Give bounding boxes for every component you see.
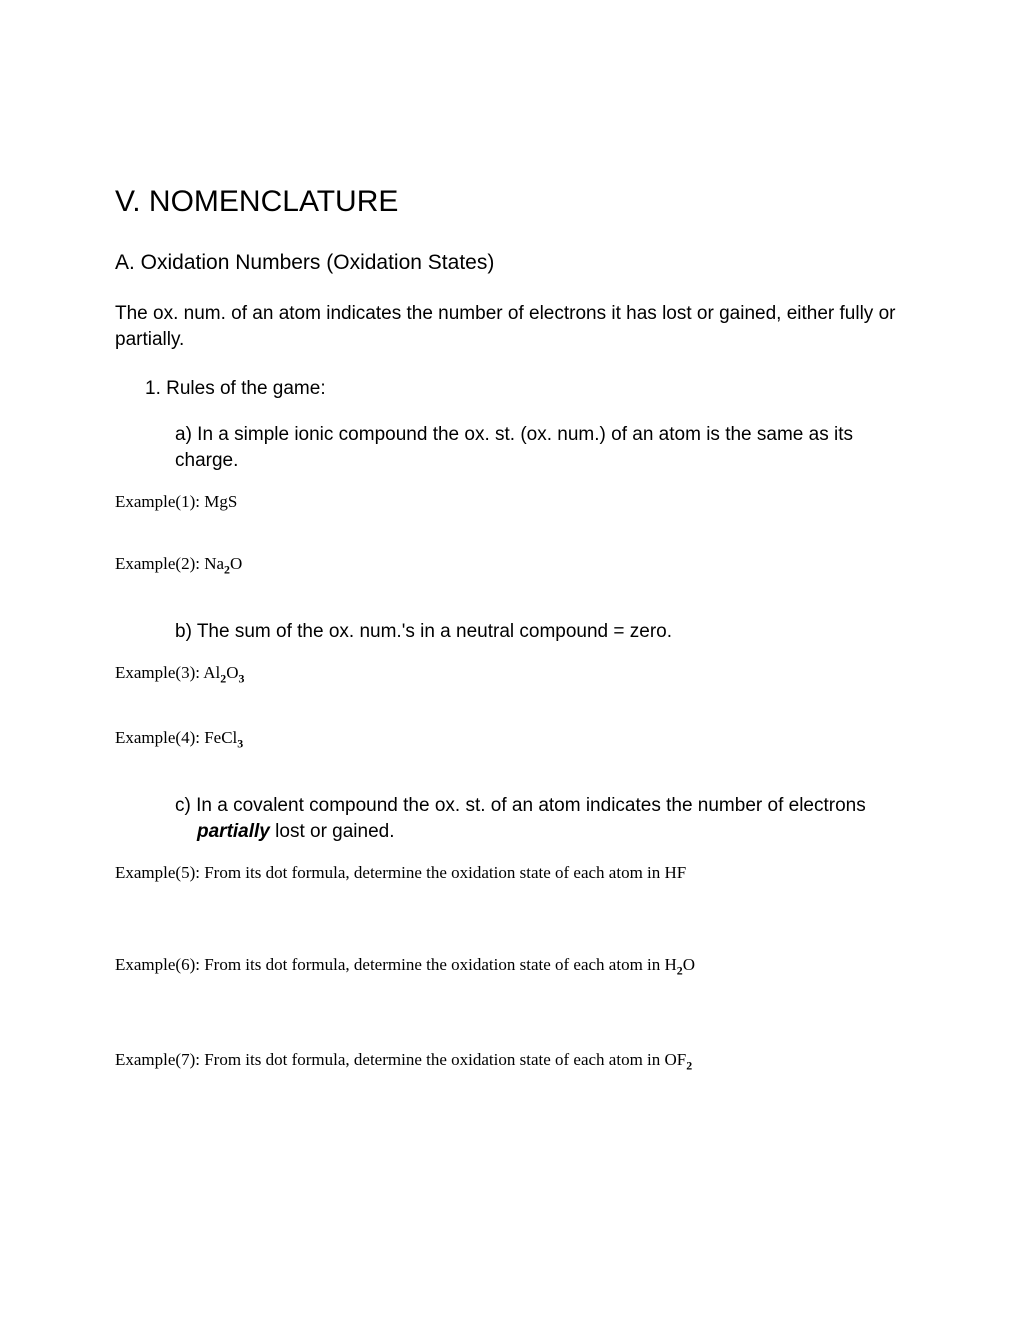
rule-c-prefix: c) In a covalent compound the ox. st. of… bbox=[175, 795, 866, 816]
example-6: Example(6): From its dot formula, determ… bbox=[115, 955, 905, 978]
example-7: Example(7): From its dot formula, determ… bbox=[115, 1050, 905, 1073]
example-2-prefix: Example(2): Na bbox=[115, 554, 224, 573]
example-4: Example(4): FeCl3 bbox=[115, 728, 905, 751]
rule-a: a) In a simple ionic compound the ox. st… bbox=[175, 422, 905, 473]
example-5: Example(5): From its dot formula, determ… bbox=[115, 863, 905, 883]
example-2: Example(2): Na2O bbox=[115, 554, 905, 577]
section-a-heading: A. Oxidation Numbers (Oxidation States) bbox=[115, 251, 905, 275]
page-title: V. NOMENCLATURE bbox=[115, 185, 905, 219]
example-2-suffix: O bbox=[230, 554, 242, 573]
example-6-suffix: O bbox=[683, 955, 695, 974]
rule-c-emphasis: partially bbox=[197, 821, 270, 842]
example-3-subscript-2: 3 bbox=[239, 671, 245, 685]
rule-c: c) In a covalent compound the ox. st. of… bbox=[175, 793, 905, 844]
example-6-prefix: Example(6): From its dot formula, determ… bbox=[115, 955, 677, 974]
intro-paragraph: The ox. num. of an atom indicates the nu… bbox=[115, 301, 905, 352]
example-3-prefix: Example(3): Al bbox=[115, 663, 220, 682]
example-3-mid: O bbox=[226, 663, 238, 682]
example-7-prefix: Example(7): From its dot formula, determ… bbox=[115, 1050, 686, 1069]
rule-c-suffix: lost or gained. bbox=[270, 821, 395, 842]
example-4-subscript: 3 bbox=[237, 736, 243, 750]
example-4-prefix: Example(4): FeCl bbox=[115, 728, 237, 747]
rules-heading: 1. Rules of the game: bbox=[145, 378, 905, 400]
example-7-subscript: 2 bbox=[686, 1058, 692, 1072]
example-1: Example(1): MgS bbox=[115, 492, 905, 512]
rule-b: b) The sum of the ox. num.'s in a neutra… bbox=[175, 619, 905, 645]
example-3: Example(3): Al2O3 bbox=[115, 663, 905, 686]
